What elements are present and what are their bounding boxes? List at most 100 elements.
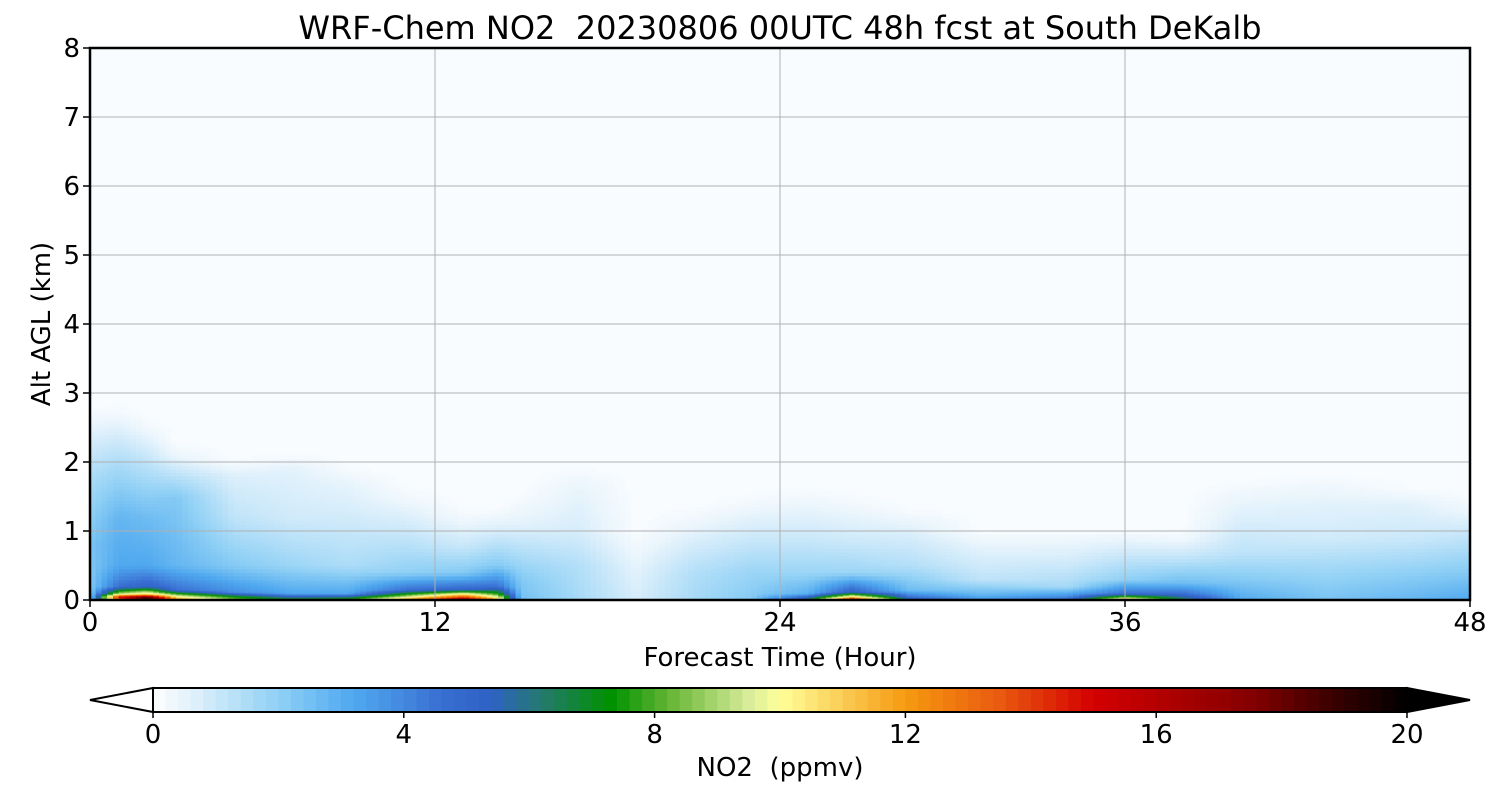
field-cell — [245, 595, 252, 597]
field-cell — [446, 524, 453, 529]
field-cell — [199, 493, 206, 498]
field-cell — [423, 558, 430, 563]
field-cell — [504, 541, 511, 546]
field-cell — [325, 534, 333, 539]
field-cell — [262, 548, 269, 553]
field-cell — [498, 586, 505, 589]
field-cell — [527, 541, 534, 546]
field-cell — [417, 565, 425, 570]
field-cell — [331, 586, 338, 588]
field-cell — [124, 503, 131, 508]
field-cell — [90, 482, 97, 487]
field-cell — [136, 551, 143, 556]
field-cell — [251, 558, 258, 563]
field-cell — [187, 590, 195, 592]
field-cell — [141, 591, 149, 594]
field-cell — [389, 591, 396, 594]
field-cell — [481, 579, 488, 582]
field-cell — [107, 582, 114, 584]
field-cell — [274, 524, 281, 529]
field-cell — [124, 579, 131, 582]
field-cell — [124, 597, 131, 599]
field-cell — [262, 597, 269, 599]
field-cell — [291, 584, 298, 586]
field-cell — [492, 582, 499, 584]
field-cell — [101, 597, 108, 599]
field-cell — [343, 588, 350, 590]
field-cell — [440, 592, 448, 594]
field-cell — [222, 503, 229, 508]
field-cell — [504, 591, 511, 593]
field-cell — [199, 597, 206, 599]
field-cell — [498, 579, 505, 582]
field-cell — [348, 583, 356, 585]
field-cell — [262, 572, 269, 577]
field-cell — [107, 555, 114, 560]
field-cell — [118, 437, 126, 442]
field-cell — [354, 479, 361, 484]
field-cell — [521, 493, 528, 498]
field-cell — [389, 584, 396, 586]
field-cell — [314, 499, 321, 504]
field-cell — [423, 510, 430, 515]
field-cell — [285, 548, 292, 553]
field-cell — [124, 496, 131, 501]
field-cell — [463, 551, 471, 556]
field-cell — [153, 588, 160, 591]
field-cell — [130, 585, 137, 587]
field-cell — [210, 465, 218, 470]
field-cell — [233, 558, 241, 563]
field-cell — [486, 584, 494, 587]
field-cell — [492, 562, 499, 567]
field-cell — [262, 593, 269, 595]
field-cell — [371, 595, 379, 597]
field-cell — [343, 534, 350, 539]
field-cell — [118, 586, 126, 588]
field-cell — [337, 541, 344, 546]
field-cell — [107, 482, 114, 487]
field-cell — [164, 582, 172, 584]
field-cell — [210, 568, 218, 573]
field-cell — [297, 527, 304, 532]
field-cell — [481, 586, 488, 588]
field-cell — [412, 568, 419, 573]
field-cell — [469, 584, 476, 586]
field-cell — [348, 493, 356, 498]
field-cell — [107, 455, 114, 460]
field-cell — [245, 506, 252, 511]
field-cell — [423, 582, 430, 585]
field-cell — [164, 479, 172, 484]
field-cell — [118, 544, 126, 549]
field-cell — [302, 581, 310, 583]
field-cell — [406, 524, 413, 529]
field-cell — [302, 579, 310, 581]
field-cell — [366, 486, 373, 491]
field-cell — [170, 468, 177, 473]
field-cell — [446, 582, 453, 584]
field-cell — [113, 444, 120, 449]
field-cell — [147, 593, 154, 596]
field-cell — [153, 582, 160, 584]
field-cell — [136, 430, 143, 435]
field-cell — [475, 513, 482, 518]
field-cell — [377, 590, 384, 592]
field-cell — [320, 595, 327, 597]
field-cell — [95, 581, 103, 583]
field-cell — [429, 517, 436, 522]
field-cell — [182, 465, 189, 470]
field-cell — [95, 587, 103, 589]
field-cell — [95, 537, 103, 542]
field-cell — [205, 588, 212, 591]
field-cell — [285, 534, 292, 539]
field-cell — [291, 597, 298, 600]
field-cell — [187, 455, 195, 460]
field-cell — [389, 520, 396, 525]
field-cell — [159, 588, 166, 590]
field-cell — [228, 591, 235, 594]
field-cell — [429, 510, 436, 515]
field-cell — [210, 513, 218, 518]
field-cell — [492, 595, 499, 597]
field-cell — [360, 524, 367, 529]
field-cell — [354, 544, 361, 549]
field-cell — [118, 510, 126, 515]
